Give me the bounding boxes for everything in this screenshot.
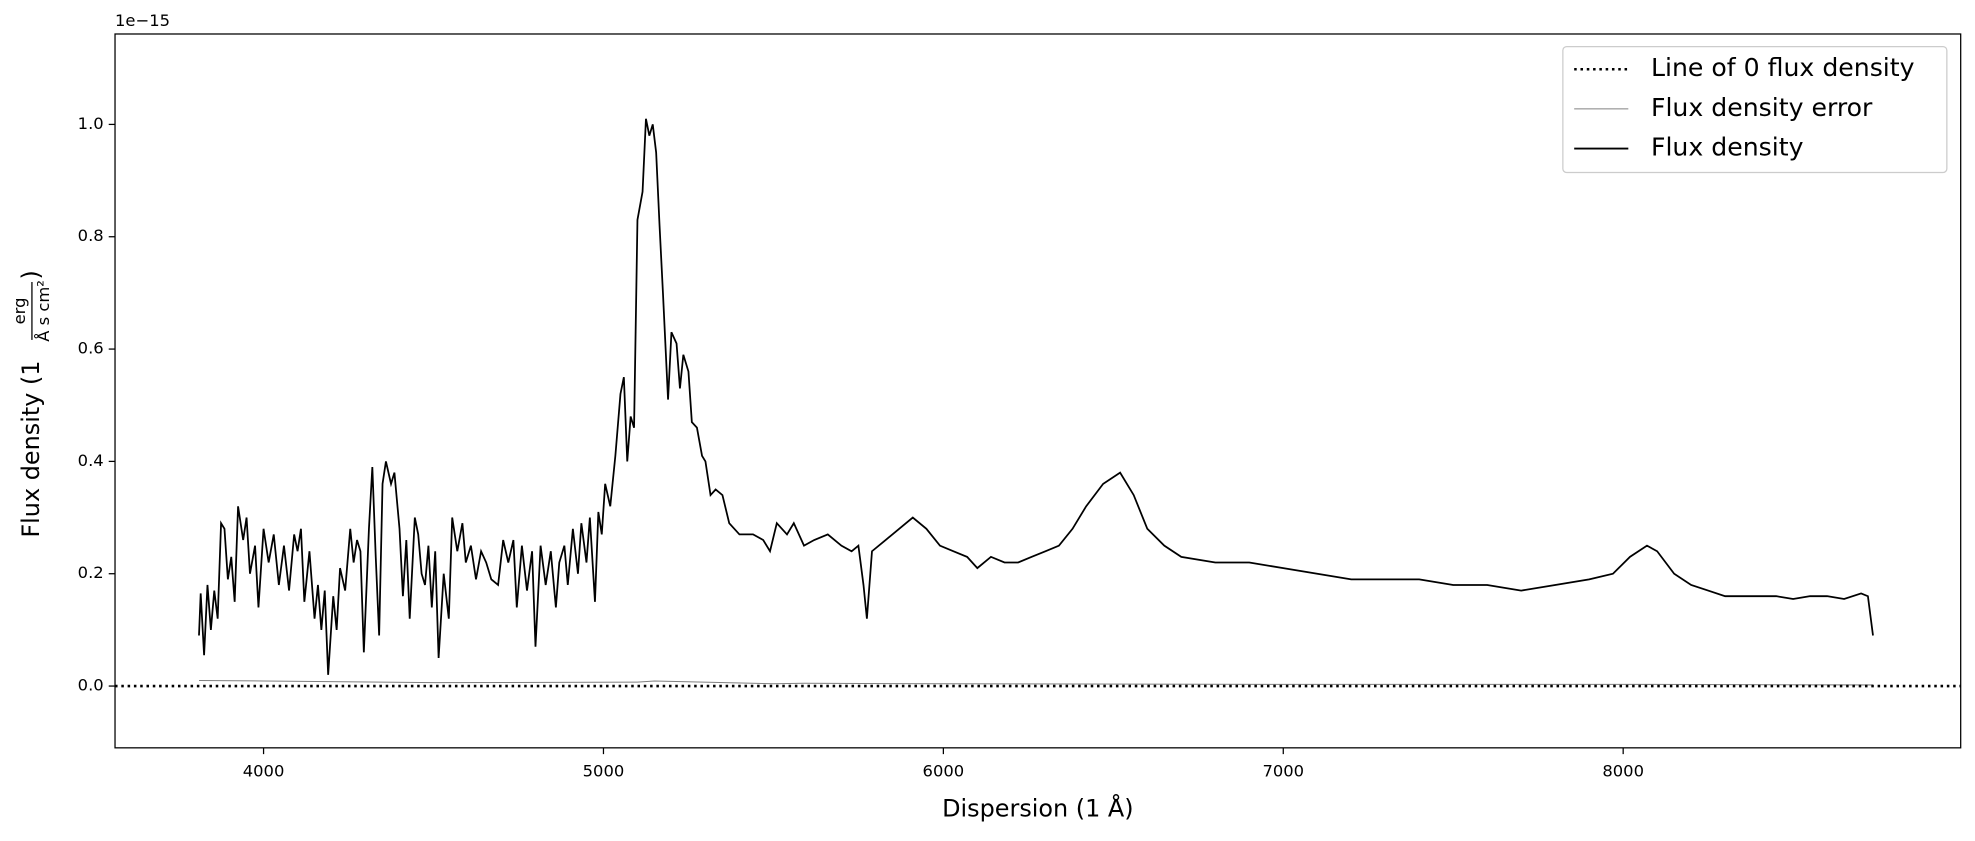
y-label-text: Flux density (1 [17,360,45,537]
y-tick-label: 0.4 [78,451,104,470]
y-tick-label: 0.0 [78,676,104,695]
legend-label: Flux density error [1651,93,1873,122]
y-tick-label: 0.2 [78,563,104,582]
x-tick-label: 8000 [1602,761,1644,780]
y-axis-label: Flux density (1 erg Å s cm² ) [10,270,53,537]
x-tick-label: 6000 [923,761,965,780]
y-tick-label: 0.6 [78,339,104,358]
y-label-numerator: erg [10,298,29,325]
y-tick-label: 0.8 [78,226,104,245]
x-axis-label: Dispersion (1 Å) [942,794,1134,823]
series-line [198,679,1873,686]
y-tick-label: 1.0 [78,114,104,133]
x-tick-label: 7000 [1262,761,1304,780]
y-label-close: ) [17,270,45,279]
legend-label: Line of 0 flux density [1651,53,1915,82]
legend-label: Flux density [1651,133,1804,162]
y-label-denominator: Å s cm² [34,280,53,342]
offset-label: 1e−15 [115,11,170,30]
series-line [198,118,1874,675]
legend-box [1562,45,1948,174]
x-tick-label: 5000 [583,761,625,780]
x-tick-label: 4000 [243,761,285,780]
plot-frame [114,33,1962,749]
